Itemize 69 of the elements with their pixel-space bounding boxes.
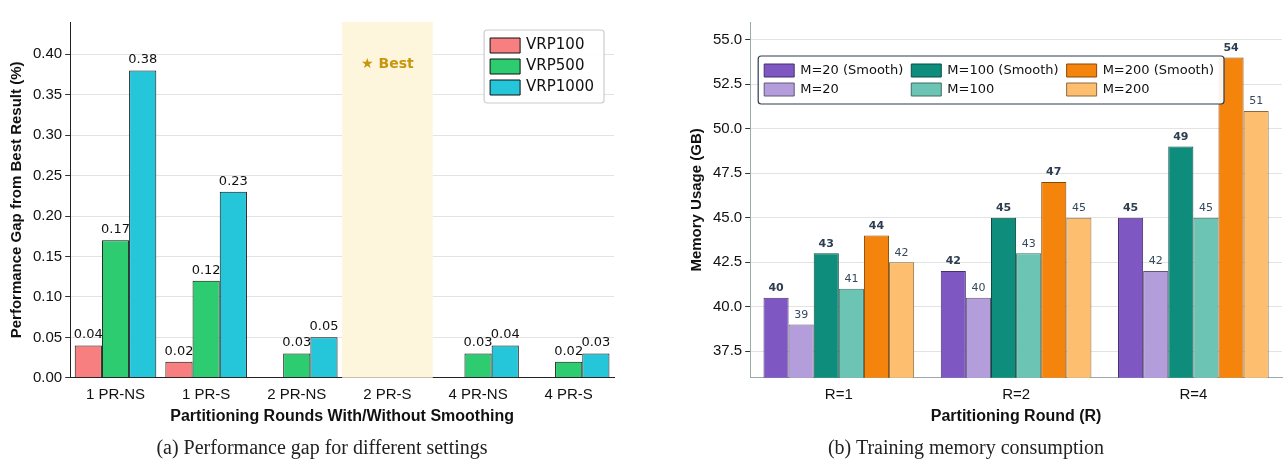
data-label: 0.04 [73, 326, 103, 342]
y-tick-label: 40.0 [712, 296, 743, 314]
data-label: 40 [971, 281, 986, 295]
data-label: 42 [945, 254, 961, 268]
y-axis-title: Performance Gap from Best Result (%) [7, 61, 25, 339]
data-label: 49 [1173, 129, 1189, 143]
data-label: 45 [995, 201, 1012, 215]
data-label: 44 [868, 218, 885, 232]
x-tick-label: R=1 [824, 384, 853, 402]
y-tick-label: 0.00 [32, 367, 63, 385]
data-label: 0.17 [101, 221, 130, 237]
y-tick-label: 0.30 [32, 125, 63, 143]
y-tick-label: 47.5 [712, 163, 743, 181]
band-label: ★ Best [361, 54, 415, 71]
data-label: 0.03 [581, 334, 611, 350]
data-label: 45 [1071, 201, 1086, 215]
data-label: 41 [844, 272, 859, 286]
legend-label: M=20 [800, 80, 839, 96]
data-label: 42 [894, 245, 909, 259]
data-label: 0.05 [309, 318, 339, 334]
y-tick-label: 0.05 [32, 327, 63, 345]
y-tick-label: 0.35 [32, 84, 63, 102]
data-label: 45 [1198, 201, 1213, 215]
legend-label: M=200 (Smooth) [1102, 61, 1214, 77]
x-tick-label: 4 PR-S [544, 384, 593, 402]
y-tick-label: 0.40 [32, 44, 63, 62]
data-label: 0.23 [218, 172, 248, 188]
y-tick-label: 42.5 [712, 252, 743, 270]
data-label: 51 [1249, 94, 1264, 108]
y-axis-title: Memory Usage (GB) [687, 128, 705, 272]
data-label: 0.12 [191, 261, 221, 277]
text: (a) Performance gap for different settings [155, 436, 489, 459]
legend-label: VRP100 [526, 35, 585, 54]
legend-label: M=100 [947, 80, 995, 96]
x-tick-label: 2 PR-NS [267, 384, 327, 402]
legend-label: VRP1000 [526, 77, 594, 96]
data-label: 0.02 [164, 342, 194, 358]
y-tick-label: 45.0 [712, 207, 743, 225]
data-label: 54 [1223, 40, 1240, 54]
x-tick-label: R=2 [1002, 384, 1031, 402]
data-label: 43 [1021, 236, 1036, 250]
y-tick-label: 55.0 [712, 29, 743, 47]
text: (b) Training memory consumption [826, 436, 1106, 459]
data-label: 47 [1046, 165, 1062, 179]
legend-label: M=200 [1102, 80, 1150, 96]
y-tick-label: 52.5 [712, 74, 743, 92]
y-tick-label: 0.10 [32, 287, 63, 305]
legend-label: M=100 (Smooth) [947, 61, 1059, 77]
data-label: 45 [1122, 201, 1139, 215]
data-label: 42 [1148, 254, 1163, 268]
y-tick-label: 37.5 [712, 341, 743, 359]
x-tick-label: 2 PR-S [363, 384, 412, 402]
legend-label: M=20 (Smooth) [800, 61, 904, 77]
x-tick-label: 1 PR-S [181, 384, 231, 402]
y-tick-label: 0.20 [32, 206, 63, 224]
data-label: 40 [768, 281, 785, 295]
data-label: 0.38 [128, 51, 158, 67]
y-tick-label: 0.15 [32, 246, 63, 264]
data-label: 39 [794, 307, 809, 321]
data-label: 0.03 [282, 334, 312, 350]
x-axis-title: Partitioning Round (R) [930, 406, 1102, 424]
x-tick-label: R=4 [1179, 384, 1208, 402]
x-tick-label: 1 PR-NS [85, 384, 146, 402]
y-tick-label: 0.25 [32, 165, 63, 183]
x-axis-title: Partitioning Rounds With/Without Smoothing [170, 406, 514, 424]
y-tick-label: 50.0 [712, 118, 743, 136]
data-label: 43 [818, 236, 834, 250]
x-tick-label: 4 PR-NS [448, 384, 508, 402]
legend-label: VRP500 [526, 56, 585, 75]
